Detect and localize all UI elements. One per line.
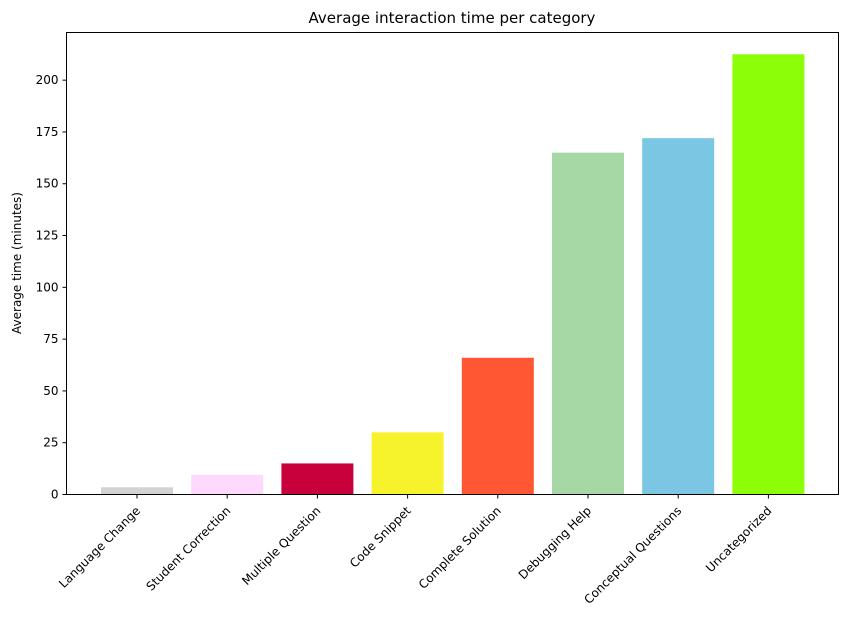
y-tick-label: 75 [43, 332, 58, 346]
bar-code-snippet [371, 432, 444, 495]
y-tick-label: 150 [36, 177, 59, 191]
y-tick-label: 25 [43, 436, 58, 450]
plot-frame [66, 32, 839, 495]
bar-uncategorized [732, 54, 805, 495]
bar-student-correction [191, 474, 264, 495]
y-tick-label: 125 [36, 229, 59, 243]
x-tick-label: Code Snippet [347, 504, 414, 571]
x-axis-ticks: Language Change Student Correction Multipl… [56, 494, 775, 607]
x-tick-label: Debugging Help [516, 504, 594, 582]
x-tick-label: Language Change [56, 504, 143, 591]
x-tick-label: Multiple Question [239, 504, 323, 588]
y-tick-label: 50 [43, 384, 58, 398]
chart-title: Average interaction time per category [309, 9, 596, 27]
x-tick-label: Conceptual Questions [581, 504, 684, 607]
y-axis-label: Average time (minutes) [10, 192, 24, 334]
y-axis-ticks: 0 25 50 75 100 125 150 175 200 [36, 73, 67, 502]
x-tick-label: Complete Solution [416, 504, 504, 592]
bar-complete-solution [461, 357, 534, 495]
bar-debugging-help [552, 152, 624, 495]
bar-conceptual-questions [642, 138, 715, 495]
bar-language-change [101, 487, 173, 495]
x-tick-label: Uncategorized [703, 504, 774, 575]
y-tick-label: 100 [36, 280, 59, 294]
bars-group [101, 54, 805, 495]
bar-multiple-question [281, 463, 354, 495]
y-tick-label: 200 [36, 73, 59, 87]
x-tick-label: Student Correction [143, 504, 233, 594]
y-tick-label: 175 [36, 125, 59, 139]
y-tick-label: 0 [51, 488, 59, 502]
